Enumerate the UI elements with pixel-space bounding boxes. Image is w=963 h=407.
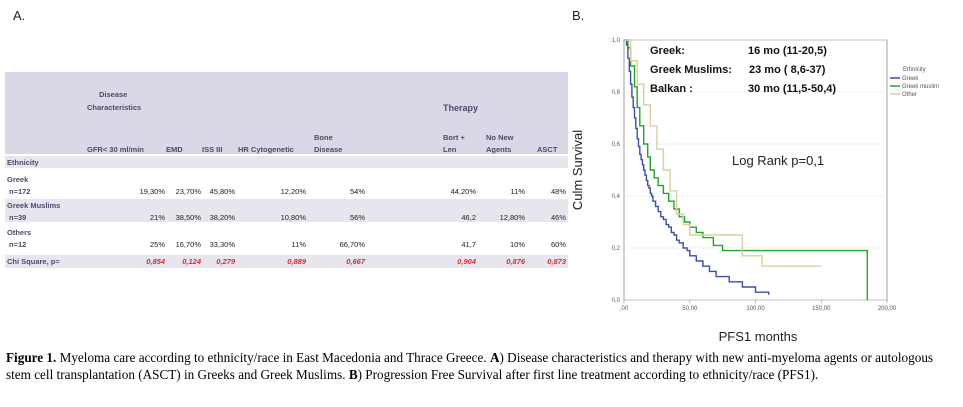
- median-greek-value: 16 mo (11-20,5): [748, 45, 827, 57]
- row-n-others: n=12: [9, 240, 27, 249]
- cell-muslims-iss: 38,20%: [209, 213, 235, 222]
- figure-caption: Figure 1. Myeloma care according to ethn…: [6, 349, 958, 383]
- cell-greek-asct: 48%: [550, 187, 566, 196]
- pfs-survival-chart: 0,0 0,2 0,4 0,6 0,8 1,0 ,00 50,00 100,00 150,00 20…: [570, 38, 939, 344]
- cell-muslims-bort: 46,2: [461, 213, 476, 222]
- cell-greek-bone: 54%: [349, 187, 365, 196]
- section-label-ethnicity: Ethnicity: [7, 158, 39, 167]
- chi-hr: 0,889: [287, 257, 306, 266]
- cell-greek-nonew: 11%: [510, 187, 525, 196]
- row-n-greek: n=172: [9, 187, 31, 196]
- legend-other: Other: [902, 92, 917, 98]
- cell-others-bone: 66,70%: [339, 240, 365, 249]
- table-chi-band: [5, 255, 568, 268]
- median-greek-label: Greek:: [650, 45, 685, 57]
- y-tick-label: 0,2: [612, 246, 621, 252]
- y-tick-label: 1,0: [612, 38, 621, 44]
- chi-bort: 0,904: [457, 257, 476, 266]
- table-row-band: [5, 199, 568, 222]
- col-header-asct: ASCT: [537, 145, 558, 154]
- cell-greek-emd: 23,70%: [175, 187, 201, 196]
- y-tick-label: 0,4: [612, 194, 621, 200]
- median-balkan-label: Balkan :: [650, 83, 693, 95]
- caption-text-1: Myeloma care according to ethnicity/race…: [56, 350, 490, 365]
- col-header-bort-1: Bort +: [443, 133, 465, 142]
- chi-emd: 0,124: [182, 257, 201, 266]
- col-header-iss: ISS III: [202, 145, 223, 154]
- caption-text-2: ) Disease characteristics and therapy wi…: [6, 350, 934, 382]
- group-header-disease-1: Disease: [99, 90, 128, 99]
- col-header-bone-1: Bone: [314, 133, 333, 142]
- row-n-greek-muslims: n=39: [9, 213, 27, 222]
- median-muslims-label: Greek Muslims:: [650, 64, 732, 76]
- legend-title: Ethnicity: [903, 67, 926, 73]
- caption-text-3: ) Progression Free Survival after first …: [357, 367, 819, 382]
- group-header-disease-2: Characteristics: [87, 103, 142, 112]
- caption-b: B: [348, 367, 358, 382]
- cell-muslims-bone: 56%: [349, 213, 365, 222]
- chi-nonew: 0,876: [506, 257, 525, 266]
- panel-a-label: A.: [13, 8, 26, 23]
- cell-others-hr: 11%: [291, 240, 306, 249]
- col-header-nonew-1: No New: [486, 133, 514, 142]
- survival-curve-greek: [624, 39, 770, 295]
- table-header-band: [5, 72, 568, 154]
- survival-curve-greek-muslim: [624, 39, 868, 300]
- legend-greek: Greek: [902, 76, 919, 82]
- row-name-greek: Greek: [7, 175, 29, 184]
- median-muslims-value: 23 mo ( 8,6-37): [749, 64, 826, 76]
- row-name-others: Others: [7, 228, 32, 237]
- chi-bone: 0,667: [346, 257, 365, 266]
- x-tick-label: 50,00: [682, 306, 698, 312]
- group-header-therapy: Therapy: [443, 103, 479, 113]
- cell-greek-bort: 44,20%: [450, 187, 476, 196]
- col-header-bort-2: Len: [443, 145, 457, 154]
- row-name-greek-muslims: Greek Muslims: [7, 201, 61, 210]
- col-header-emd: EMD: [166, 145, 183, 154]
- y-axis-label: Culm Survival: [570, 130, 585, 210]
- cell-others-iss: 33,30%: [209, 240, 235, 249]
- x-tick-label: 150,00: [812, 306, 831, 312]
- y-tick-label: 0,8: [612, 90, 621, 96]
- cell-greek-iss: 45,80%: [209, 187, 235, 196]
- chi-square-label: Chi Square, p=: [7, 257, 60, 266]
- panel-b-label: B.: [572, 8, 585, 23]
- cell-others-emd: 16,70%: [175, 240, 201, 249]
- chi-gfr: 0,854: [146, 257, 165, 266]
- cell-others-asct: 60%: [550, 240, 566, 249]
- cell-muslims-hr: 10,80%: [280, 213, 306, 222]
- legend-muslim: Greek muslim: [902, 84, 939, 90]
- caption-lead: Figure 1.: [6, 350, 57, 365]
- table-section-band: [5, 156, 568, 168]
- cell-greek-gfr: 19,30%: [139, 187, 165, 196]
- x-axis-label: PFS1 months: [719, 329, 798, 344]
- survival-curve-other: [624, 39, 822, 267]
- col-header-nonew-2: Agents: [486, 145, 512, 154]
- logrank-annotation: Log Rank p=0,1: [732, 153, 824, 168]
- x-tick-label: 200,00: [878, 306, 897, 312]
- cell-muslims-nonew: 12,80%: [499, 213, 525, 222]
- x-tick-label: 100,00: [746, 306, 765, 312]
- cell-muslims-gfr: 21%: [149, 213, 165, 222]
- col-header-hr: HR Cytogenetic: [238, 145, 294, 154]
- cell-others-gfr: 25%: [149, 240, 165, 249]
- cell-muslims-asct: 46%: [550, 213, 566, 222]
- cell-muslims-emd: 38,50%: [175, 213, 201, 222]
- cell-others-nonew: 10%: [509, 240, 525, 249]
- col-header-bone-2: Disease: [314, 145, 343, 154]
- chi-iss: 0,279: [216, 257, 235, 266]
- cell-greek-hr: 12,20%: [280, 187, 306, 196]
- median-balkan-value: 30 mo (11,5-50,4): [748, 83, 836, 95]
- x-tick-label: ,00: [620, 306, 629, 312]
- col-header-gfr: GFR< 30 ml/min: [87, 145, 144, 154]
- cell-others-bort: 41,7: [461, 240, 476, 249]
- y-tick-label: 0,0: [612, 298, 621, 304]
- y-tick-label: 0,6: [612, 142, 621, 148]
- chi-asct: 0,873: [547, 257, 566, 266]
- caption-a: A: [489, 350, 500, 365]
